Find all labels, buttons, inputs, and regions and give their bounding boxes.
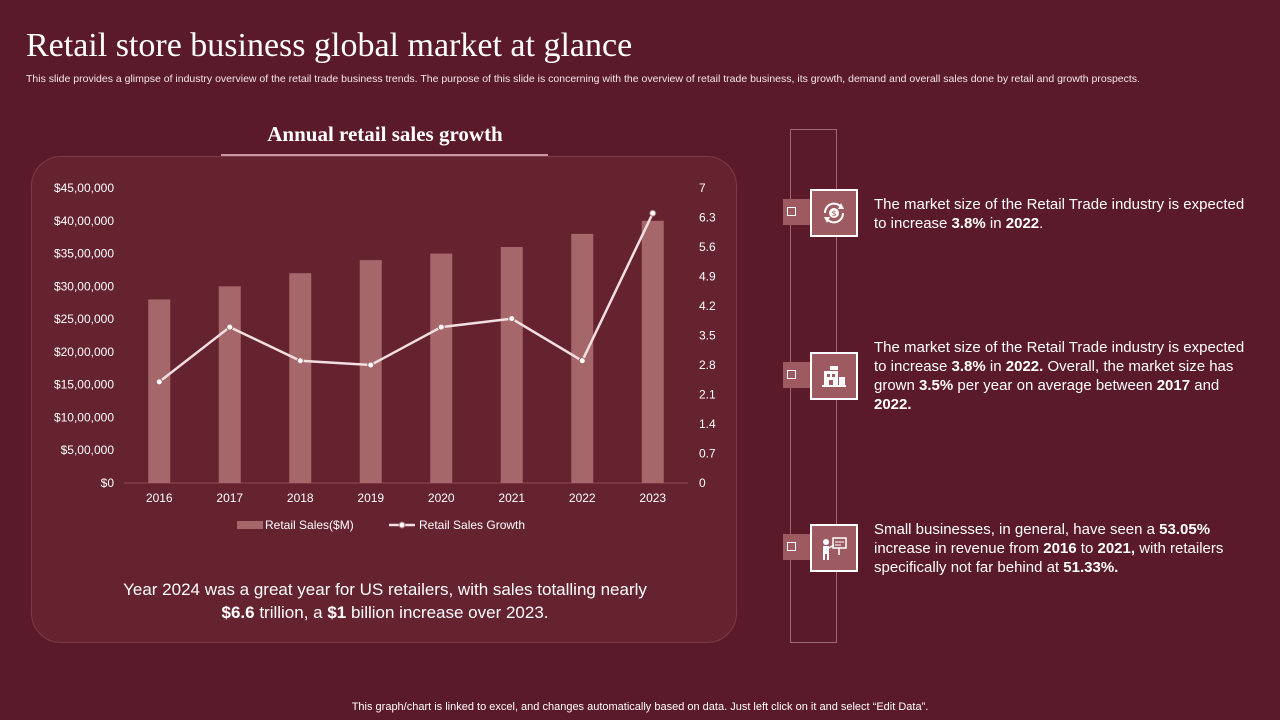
y-right-tick-label: 5.6 (699, 240, 716, 254)
chart-note-value-c: $1 (327, 603, 347, 622)
x-tick-label: 2021 (498, 491, 525, 505)
x-tick-label: 2020 (428, 491, 455, 505)
y-left-tick-label: $20,00,000 (54, 345, 114, 359)
bar (218, 286, 241, 483)
svg-text:$: $ (831, 209, 836, 218)
timeline-marker-1 (783, 199, 811, 225)
y-left-tick-label: $10,00,000 (54, 410, 114, 424)
legend-label-line: Retail Sales Growth (419, 518, 525, 532)
y-right-tick-label: 7 (699, 181, 706, 195)
bar (500, 247, 523, 483)
legend-swatch-point (398, 521, 406, 529)
chart-note-text-b: trillion, a (254, 603, 328, 622)
point-2-bold-b: 2022. (1005, 358, 1048, 375)
point-icon-box-1: $ (810, 189, 858, 237)
point-3-text-b: increase in revenue from (874, 540, 1044, 557)
point-3-bold-d: 51.33%. (1063, 559, 1119, 576)
growth-point (649, 209, 657, 217)
point-2-bold-c: 3.5% (919, 377, 954, 394)
y-left-tick-label: $35,00,000 (54, 247, 114, 261)
y-left-tick-label: $0 (101, 476, 115, 490)
point-1-bold-b: 2022 (1005, 215, 1040, 232)
growth-line (158, 212, 654, 383)
retail-sales-chart[interactable]: $0 $5,00,000 $10,00,000 $15,00,000 $20,00,00… (31, 156, 737, 576)
point-1-text-b: in (985, 215, 1006, 232)
money-cycle-icon: $ (823, 202, 845, 224)
point-2-text-c: Overall, the market size has grown (874, 358, 1234, 394)
point-2-text-a: The market size of the Retail Trade indu… (874, 339, 1245, 375)
y-right-tick-label: 1.4 (699, 417, 716, 431)
y-right-tick-label: 0 (699, 476, 706, 490)
point-2-bold-e: 2022. (874, 396, 912, 413)
bar (359, 260, 382, 483)
growth-point (508, 315, 516, 323)
point-3-text-d: with retailers specifically not far behi… (874, 540, 1224, 576)
point-3-bold-b: 2016 (1043, 540, 1077, 557)
point-text-1: The market size of the Retail Trade indu… (874, 195, 1254, 233)
y-right-tick-label: 2.8 (699, 358, 716, 372)
y-right-tick-label: 4.9 (699, 270, 716, 284)
chart-note-text-d: billion increase over 2023. (346, 603, 549, 622)
y-right-tick-label: 2.1 (699, 388, 716, 402)
chart-note: Year 2024 was a great year for US retail… (60, 578, 710, 624)
x-tick-label: 2017 (216, 491, 243, 505)
legend-label-bar: Retail Sales($M) (265, 518, 354, 532)
timeline-marker-2 (783, 362, 811, 388)
point-text-3: Small businesses, in general, have seen … (874, 520, 1254, 577)
x-tick-label: 2023 (639, 491, 666, 505)
marker-square-icon (787, 370, 796, 379)
point-icon-box-3 (810, 524, 858, 572)
x-tick-label: 2018 (287, 491, 314, 505)
x-tick-label: 2022 (569, 491, 596, 505)
page-title: Retail store business global market at g… (26, 27, 633, 64)
growth-point (296, 357, 304, 365)
point-2-bold-a: 3.8% (951, 358, 986, 375)
point-2-bold-d: 2017 (1156, 377, 1191, 394)
point-3-bold-c: 2021, (1097, 540, 1136, 557)
bar (430, 253, 453, 483)
y-left-tick-label: $45,00,000 (54, 181, 114, 195)
growth-point (578, 357, 586, 365)
point-text-2: The market size of the Retail Trade indu… (874, 338, 1254, 414)
point-3-text-c: to (1076, 540, 1098, 557)
point-icon-box-2 (810, 352, 858, 400)
y-left-tick-label: $5,00,000 (61, 443, 115, 457)
point-3-bold-a: 53.05% (1159, 521, 1211, 538)
bar (148, 299, 171, 483)
footer-note: This graph/chart is linked to excel, and… (351, 701, 929, 713)
x-tick-label: 2016 (146, 491, 173, 505)
storefront-icon (822, 366, 846, 387)
growth-point (155, 378, 163, 386)
point-1-text-c: . (1039, 215, 1044, 232)
x-tick-label: 2019 (357, 491, 384, 505)
chart-heading: Annual retail sales growth (267, 122, 503, 146)
point-2-text-d: per year on average between (953, 377, 1157, 394)
chart-note-value-a: $6.6 (221, 603, 255, 622)
y-right-tick-label: 4.2 (699, 299, 716, 313)
point-2-text-e: and (1190, 377, 1220, 394)
marker-square-icon (787, 542, 796, 551)
y-right-tick-label: 6.3 (699, 211, 716, 225)
chart-note-line1: Year 2024 was a great year for US retail… (123, 580, 647, 599)
y-left-tick-label: $40,00,000 (54, 214, 114, 228)
page-subtitle: This slide provides a glimpse of industr… (26, 73, 1140, 85)
legend-swatch-bar (237, 521, 263, 529)
growth-point (367, 361, 375, 369)
y-right-tick-label: 3.5 (699, 329, 716, 343)
y-left-tick-label: $15,00,000 (54, 378, 114, 392)
presentation-icon (823, 537, 847, 560)
growth-point (437, 323, 445, 331)
point-1-text-a: The market size of the Retail Trade indu… (874, 196, 1245, 232)
bar (289, 273, 312, 483)
y-right-tick-label: 0.7 (699, 447, 716, 461)
bar (641, 220, 664, 483)
y-left-tick-label: $25,00,000 (54, 312, 114, 326)
point-2-text-b: in (985, 358, 1006, 375)
point-3-text-a: Small businesses, in general, have seen … (874, 521, 1160, 538)
marker-square-icon (787, 207, 796, 216)
growth-point (226, 323, 234, 331)
timeline-marker-3 (783, 534, 811, 560)
point-1-bold-a: 3.8% (951, 215, 986, 232)
y-left-tick-label: $30,00,000 (54, 279, 114, 293)
